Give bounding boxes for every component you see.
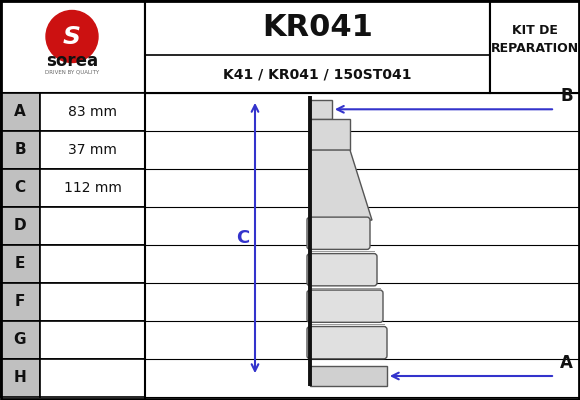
Text: 112 mm: 112 mm [64,181,121,195]
Text: sorea: sorea [46,52,98,70]
Text: 37 mm: 37 mm [68,143,117,157]
FancyBboxPatch shape [0,245,40,283]
Text: D: D [14,218,26,234]
FancyBboxPatch shape [307,326,387,359]
FancyBboxPatch shape [40,283,145,321]
Polygon shape [310,150,372,220]
Text: A: A [560,354,573,372]
FancyBboxPatch shape [0,321,40,359]
FancyBboxPatch shape [307,217,370,249]
Text: KR041: KR041 [262,14,373,42]
Text: C: C [14,180,26,196]
Text: G: G [14,332,26,348]
FancyBboxPatch shape [40,93,145,131]
FancyBboxPatch shape [0,0,145,93]
FancyBboxPatch shape [145,0,490,93]
FancyBboxPatch shape [40,169,145,207]
Text: C: C [237,229,249,247]
FancyBboxPatch shape [40,245,145,283]
FancyBboxPatch shape [310,366,387,386]
FancyBboxPatch shape [40,359,145,397]
Text: E: E [15,256,25,272]
FancyBboxPatch shape [490,0,580,93]
Text: S: S [63,24,81,48]
Circle shape [46,10,98,62]
Text: DRIVEN BY QUALITY: DRIVEN BY QUALITY [45,70,99,75]
Text: REPARATION: REPARATION [491,42,579,56]
Text: F: F [15,294,25,310]
Text: B: B [14,142,26,158]
FancyBboxPatch shape [310,100,332,118]
FancyBboxPatch shape [307,254,377,286]
FancyBboxPatch shape [0,283,40,321]
FancyBboxPatch shape [40,131,145,169]
FancyBboxPatch shape [0,207,40,245]
Text: B: B [560,87,572,105]
FancyBboxPatch shape [310,118,350,150]
FancyBboxPatch shape [0,359,40,397]
Text: KIT DE: KIT DE [512,24,558,38]
Text: A: A [14,104,26,120]
Text: 83 mm: 83 mm [68,105,117,119]
FancyBboxPatch shape [0,93,40,131]
FancyBboxPatch shape [307,290,383,322]
FancyBboxPatch shape [40,321,145,359]
FancyBboxPatch shape [0,131,40,169]
FancyBboxPatch shape [40,207,145,245]
Text: H: H [13,370,26,386]
Text: K41 / KR041 / 150ST041: K41 / KR041 / 150ST041 [223,68,412,82]
FancyBboxPatch shape [0,169,40,207]
